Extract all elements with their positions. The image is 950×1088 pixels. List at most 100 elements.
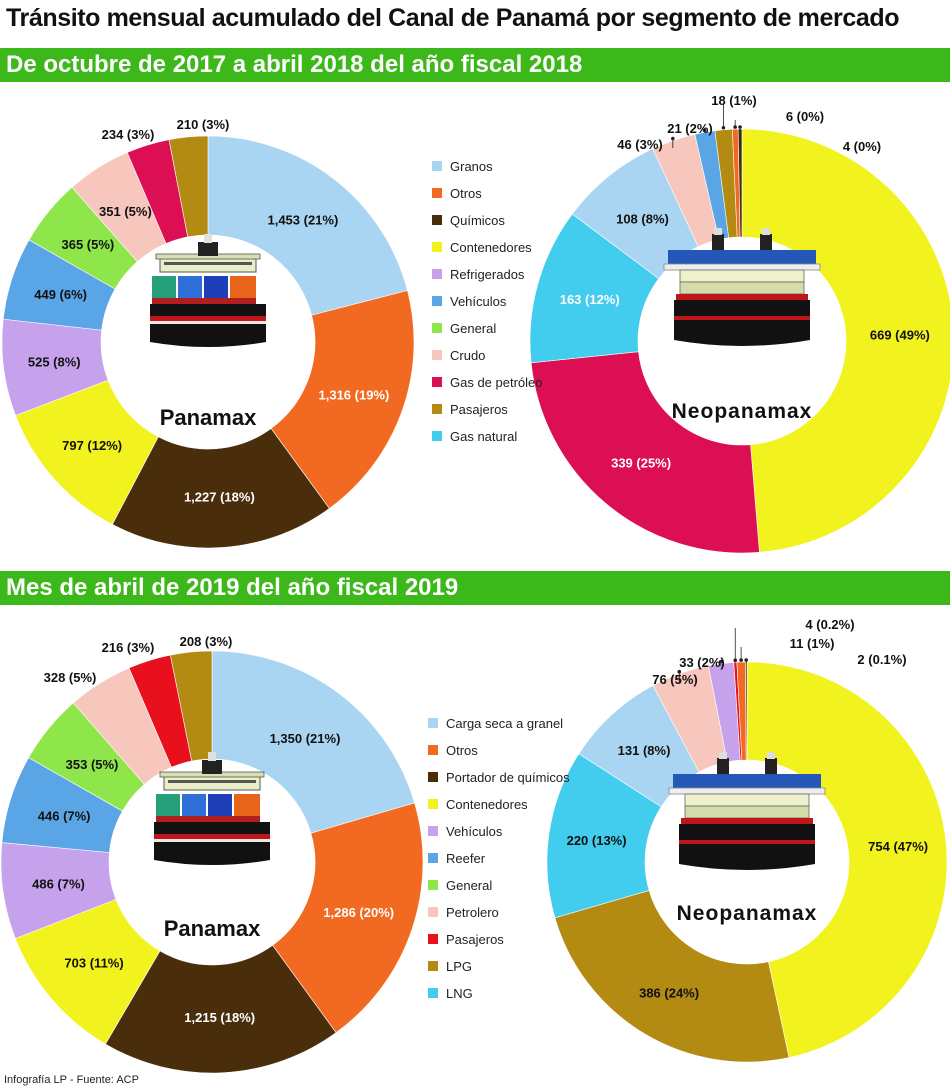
slice-label-n2018-4: 46 (3%) xyxy=(617,137,663,152)
legend-swatch-9 xyxy=(432,404,442,414)
leader-dot-n2018-4 xyxy=(671,136,675,141)
leader-dot-n2018-7 xyxy=(733,125,737,129)
slice-label-p2018-0: 1,453 (21%) xyxy=(267,212,338,227)
section-header-2019: Mes de abril de 2019 del año fiscal 2019 xyxy=(0,571,950,605)
legend-label-2: Portador de químicos xyxy=(446,770,570,785)
ship-name-p2018: Panamax xyxy=(160,405,257,430)
legend-swatch-8 xyxy=(428,934,438,944)
legend-2019: Carga seca a granel Otros Portador de quím… xyxy=(428,716,570,1001)
slice-label-n2018-7: 6 (0%) xyxy=(786,109,824,124)
donut-p2018: 1,453 (21%) 1,316 (19%) 1,227 (18%) 797 (12… xyxy=(1,117,415,549)
legend-swatch-1 xyxy=(428,745,438,755)
slice-label-p2019-1: 1,286 (20%) xyxy=(323,905,394,920)
slice-label-p2018-1: 1,316 (19%) xyxy=(319,387,390,402)
legend-label-10: Gas natural xyxy=(450,429,517,444)
slice-label-n2019-2: 220 (13%) xyxy=(567,833,627,848)
donut-p2019: 1,350 (21%) 1,286 (20%) 1,215 (18%) 703 (11… xyxy=(0,634,424,1074)
legend-2018: Granos Otros Químicos Contenedores Refrigera… xyxy=(432,159,543,444)
slice-label-n2018-1: 339 (25%) xyxy=(611,456,671,471)
legend-label-6: General xyxy=(446,878,492,893)
slice-label-p2018-7: 351 (5%) xyxy=(99,204,152,219)
leader-dot-n2018-5 xyxy=(702,128,707,133)
slice-label-n2019-7: 11 (1%) xyxy=(790,636,835,651)
donut-n2019: 754 (47%) 386 (24%) 220 (13%) 131 (8%) 76 (5… xyxy=(546,617,948,1063)
slice-label-p2019-2: 1,215 (18%) xyxy=(184,1010,255,1025)
legend-label-10: LNG xyxy=(446,986,473,1001)
legend-swatch-6 xyxy=(432,323,442,333)
legend-label-3: Contenedores xyxy=(446,797,528,812)
slice-label-n2019-6: 4 (0.2%) xyxy=(805,617,854,632)
ship-name-n2018: Neopanamax xyxy=(672,400,813,423)
slice-label-p2019-6: 353 (5%) xyxy=(66,757,119,772)
slice-p2019-2 xyxy=(105,944,337,1074)
section-header-2018: De octubre de 2017 a abril 2018 del año … xyxy=(0,48,950,82)
legend-swatch-2 xyxy=(428,772,438,782)
legend-swatch-8 xyxy=(432,377,442,387)
legend-swatch-9 xyxy=(428,961,438,971)
legend-swatch-3 xyxy=(428,799,438,809)
slice-label-n2018-8: 4 (0%) xyxy=(843,139,881,154)
slice-label-p2019-9: 208 (3%) xyxy=(180,634,233,649)
slice-label-n2018-0: 669 (49%) xyxy=(870,327,930,342)
slice-label-p2018-9: 210 (3%) xyxy=(177,117,230,132)
legend-swatch-4 xyxy=(428,826,438,836)
slice-label-p2018-4: 525 (8%) xyxy=(28,355,81,370)
slice-label-p2018-2: 1,227 (18%) xyxy=(184,490,255,505)
leader-dot-n2019-6 xyxy=(733,658,738,663)
slice-label-n2019-0: 754 (47%) xyxy=(868,839,928,854)
donut-n2018: 669 (49%) 339 (25%) 163 (12%) 108 (8%) 46 (3… xyxy=(529,93,950,554)
legend-label-6: General xyxy=(450,321,496,336)
slice-label-n2019-8: 2 (0.1%) xyxy=(857,652,906,667)
legend-label-8: Pasajeros xyxy=(446,932,504,947)
slice-label-n2019-4: 76 (5%) xyxy=(652,672,698,687)
legend-label-5: Reefer xyxy=(446,851,486,866)
slice-label-n2019-5: 33 (2%) xyxy=(679,655,725,670)
legend-label-4: Vehículos xyxy=(446,824,503,839)
legend-label-9: Pasajeros xyxy=(450,402,508,417)
slice-label-p2018-8: 234 (3%) xyxy=(102,127,155,142)
slice-label-n2019-1: 386 (24%) xyxy=(639,986,699,1001)
leader-dot-n2018-8 xyxy=(738,125,742,129)
legend-swatch-10 xyxy=(432,431,442,441)
legend-label-7: Petrolero xyxy=(446,905,499,920)
legend-label-2: Químicos xyxy=(450,213,505,228)
legend-label-0: Carga seca a granel xyxy=(446,716,563,731)
slice-label-p2019-4: 486 (7%) xyxy=(32,877,85,892)
legend-swatch-0 xyxy=(432,161,442,171)
legend-swatch-0 xyxy=(428,718,438,728)
slice-label-p2018-3: 797 (12%) xyxy=(62,438,122,453)
legend-label-1: Otros xyxy=(446,743,478,758)
legend-swatch-6 xyxy=(428,880,438,890)
main-title: Tránsito mensual acumulado del Canal de … xyxy=(6,4,900,32)
slice-label-n2018-2: 163 (12%) xyxy=(560,292,620,307)
legend-label-4: Refrigerados xyxy=(450,267,525,282)
slice-label-p2019-8: 216 (3%) xyxy=(102,640,155,655)
legend-swatch-4 xyxy=(432,269,442,279)
slice-label-p2019-3: 703 (11%) xyxy=(64,956,123,971)
legend-swatch-5 xyxy=(432,296,442,306)
slice-label-p2019-7: 328 (5%) xyxy=(44,670,97,685)
legend-label-3: Contenedores xyxy=(450,240,532,255)
legend-swatch-10 xyxy=(428,988,438,998)
legend-swatch-3 xyxy=(432,242,442,252)
slice-label-n2018-3: 108 (8%) xyxy=(616,211,669,226)
slice-label-p2018-5: 449 (6%) xyxy=(34,287,87,302)
legend-label-7: Crudo xyxy=(450,348,485,363)
legend-label-0: Granos xyxy=(450,159,493,174)
slice-label-p2019-5: 446 (7%) xyxy=(38,808,91,823)
slice-label-n2018-6: 18 (1%) xyxy=(711,93,757,108)
slice-label-n2018-5: 21 (2%) xyxy=(667,121,713,136)
legend-swatch-1 xyxy=(432,188,442,198)
legend-label-9: LPG xyxy=(446,959,472,974)
legend-swatch-7 xyxy=(428,907,438,917)
leader-dot-n2019-5 xyxy=(718,659,723,664)
legend-swatch-7 xyxy=(432,350,442,360)
legend-swatch-5 xyxy=(428,853,438,863)
leader-dot-n2019-8 xyxy=(744,658,749,662)
slice-label-n2019-3: 131 (8%) xyxy=(618,743,671,758)
ship-name-n2019: Neopanamax xyxy=(677,902,818,925)
slice-label-p2018-6: 365 (5%) xyxy=(62,237,115,252)
legend-label-5: Vehículos xyxy=(450,294,507,309)
legend-swatch-2 xyxy=(432,215,442,225)
